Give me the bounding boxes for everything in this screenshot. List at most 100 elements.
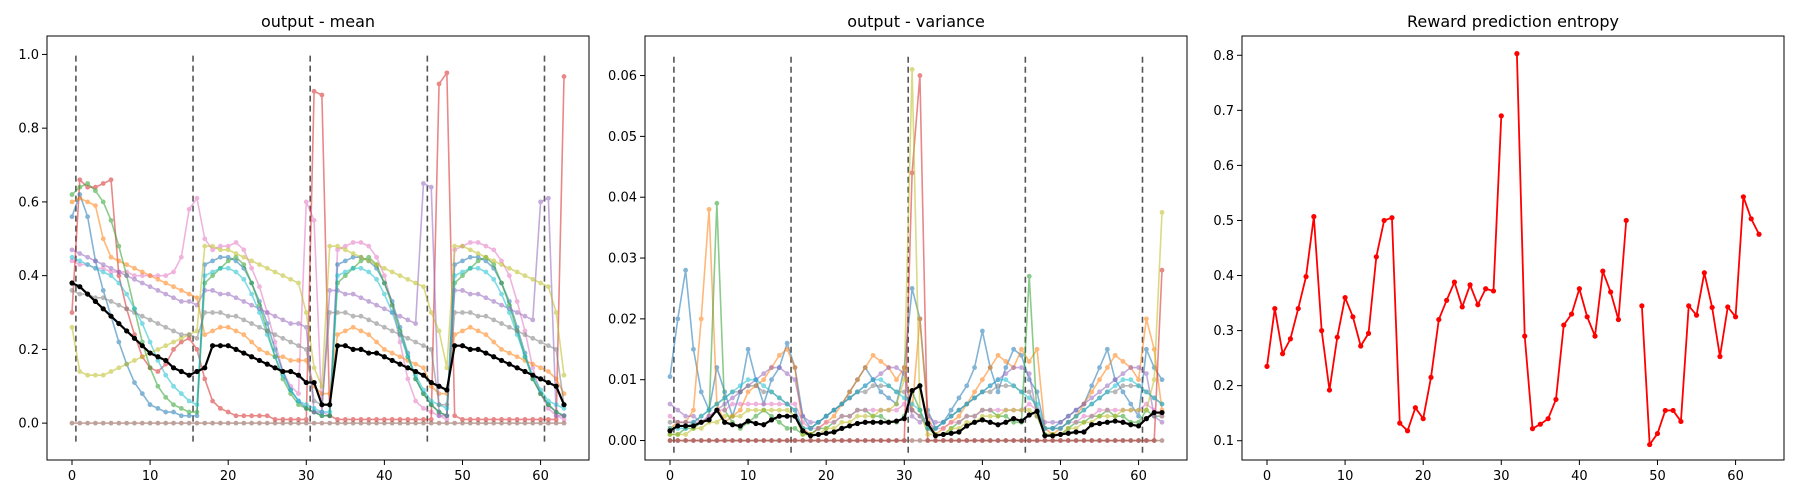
output-variance-series-8-point (917, 407, 923, 413)
output-mean-series-8-point (381, 420, 387, 426)
output-variance-mean-series-point (753, 420, 759, 427)
output-variance-series-8-point (761, 383, 767, 389)
output-mean-series-4-point (69, 192, 75, 197)
output-variance-mean-series-point (948, 430, 954, 436)
output-variance-series-1-point (776, 352, 782, 358)
output-mean-series-6-point (374, 276, 379, 282)
reward-entropy-series-0-point (1686, 303, 1692, 309)
output-variance-series-0-point (1136, 413, 1141, 419)
output-variance-series-4-point (917, 419, 923, 425)
output-variance-series-9-point (722, 438, 728, 443)
output-variance-series-9-point (823, 438, 829, 443)
output-mean-y-tick-label: 0.0 (18, 417, 39, 432)
output-variance-series-7-point (1143, 407, 1149, 413)
reward-entropy-series-0-point (1545, 416, 1551, 422)
output-variance-series-0-point (1104, 346, 1110, 352)
output-mean-series-8-point (303, 420, 309, 426)
output-mean-series-7-point (233, 251, 239, 256)
output-mean-series-4-point (186, 409, 192, 415)
output-mean-series-9-point (381, 324, 387, 330)
output-mean-series-3-point (413, 361, 419, 367)
output-variance-series-4-point (886, 365, 892, 370)
output-mean-series-3-point (163, 280, 169, 286)
output-variance-series-9-point (1034, 438, 1040, 443)
output-variance-series-8-point (886, 383, 892, 389)
output-mean-series-9-point (257, 324, 262, 330)
output-variance-mean-series-point (1143, 416, 1149, 422)
output-variance-series-7-point (1073, 425, 1079, 431)
output-variance-series-0-point (972, 365, 977, 370)
output-mean-series-7-point (428, 310, 434, 315)
output-mean-series-6-point (381, 291, 387, 297)
output-variance-series-4-point (1136, 365, 1141, 370)
output-mean-series-3-point (139, 269, 145, 275)
output-mean-series-5-point (444, 413, 450, 419)
output-mean-series-6-point (124, 291, 130, 297)
reward-entropy-series-0-point (1568, 311, 1575, 317)
reward-entropy-x-tick-label: 50 (1649, 469, 1666, 484)
reward-entropy-series-0-point (1693, 312, 1700, 318)
output-mean-series-3-point (475, 328, 481, 334)
output-mean-series-7-point (288, 276, 294, 282)
output-variance-series-9-point (753, 438, 759, 443)
reward-entropy-series-0-line (1266, 53, 1760, 446)
output-mean-mean-series-point (131, 335, 138, 341)
reward-entropy-series-0-point (1381, 217, 1387, 224)
reward-entropy-series-0-point (1529, 426, 1536, 432)
output-mean-series-5-point (163, 291, 169, 297)
output-mean-series-5-point (374, 302, 379, 308)
output-mean-series-3-point (69, 199, 75, 205)
output-mean-mean-series-point (491, 354, 497, 360)
reward-entropy-x-tick-label: 10 (1337, 469, 1354, 484)
output-mean-series-5-point (436, 413, 442, 419)
output-mean-series-6-point (264, 332, 270, 338)
output-mean-series-4-point (389, 302, 395, 308)
output-mean-series-3-point (499, 346, 504, 352)
output-variance-series-5-point (667, 413, 673, 419)
output-mean-y-tick-label: 0.6 (18, 195, 39, 210)
output-variance-mean-series-point (1151, 409, 1157, 416)
output-variance-series-8-point (1128, 377, 1134, 383)
output-mean-series-4-point (225, 258, 231, 264)
output-mean-series-0-point (202, 236, 208, 242)
output-mean-series-0-point (397, 339, 403, 345)
output-mean-mean-series-point (545, 379, 551, 386)
output-variance-series-6-point (761, 389, 767, 395)
output-mean-series-7-point (108, 369, 114, 374)
output-mean-series-9-point (530, 335, 536, 341)
output-mean-mean-series-point (522, 368, 528, 375)
output-mean-series-6-point (272, 354, 278, 360)
output-mean-series-8-point (311, 420, 317, 426)
output-variance-series-7-point (823, 425, 829, 431)
output-variance-mean-series-point (839, 425, 845, 431)
output-mean-series-5 (69, 181, 567, 419)
output-mean-series-8-point (413, 420, 419, 426)
output-mean-series-6-point (171, 383, 176, 389)
output-variance-series-4-point (909, 413, 915, 419)
output-variance-series-5-point (815, 425, 821, 431)
output-mean-series-5-point (296, 321, 301, 326)
output-mean-mean-series-point (319, 402, 325, 408)
output-variance-series-9-point (956, 438, 962, 443)
output-mean-series-1-point (280, 417, 286, 422)
output-variance-series-7-point (722, 413, 728, 419)
output-mean-series-5-point (108, 265, 114, 271)
output-variance-series-4-point (1050, 419, 1056, 425)
output-variance-mean-series-point (854, 420, 861, 427)
output-mean-mean-series-point (147, 350, 153, 356)
output-variance-series-9-point (675, 438, 681, 443)
output-variance-series-6-point (1026, 389, 1032, 395)
output-mean-series-1-point (436, 81, 442, 87)
output-mean-series-6-point (460, 269, 465, 275)
output-mean-series-4-point (499, 280, 504, 286)
output-variance-y-tick-label: 0.06 (608, 69, 637, 84)
output-mean-series-7-point (405, 276, 411, 282)
output-mean-series-7-point (530, 276, 536, 282)
output-mean-series-9-point (171, 328, 176, 334)
output-variance-y-tick-label: 0.02 (608, 312, 637, 327)
output-mean-mean-series-point (405, 365, 411, 371)
output-mean-series-9-point (475, 313, 481, 319)
output-mean-series-9-point (163, 324, 169, 330)
output-variance-series-9-point (800, 438, 806, 443)
output-mean-series-1-point (460, 417, 465, 422)
